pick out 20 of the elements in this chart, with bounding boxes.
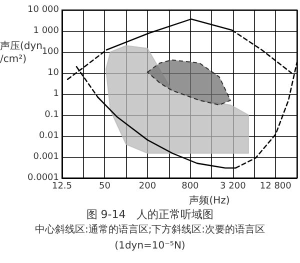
x-tick-label: 12.5 (52, 182, 72, 192)
x-axis-title: 声频(Hz) (189, 194, 230, 206)
y-tick-label: 0.01 (38, 131, 59, 141)
text: (1dyn=10⁻⁵N) (114, 240, 186, 252)
y-tick-label: 1 (53, 89, 59, 99)
text: 图 9-14 人的正常听域图 (86, 208, 214, 221)
x-tick-label: 800 (182, 182, 200, 192)
x-tick-label: 3 200 (220, 182, 246, 192)
x-tick-label: 50 (99, 182, 111, 192)
x-tick-label: 200 (138, 182, 156, 192)
y-tick-label: 0.1 (44, 110, 59, 120)
y-tick-label: 0.001 (33, 152, 59, 162)
y-tick-label: 1 000 (33, 26, 60, 36)
x-tick-label: 12 800 (260, 182, 292, 192)
y-axis-title: 声压(dyn/cm²) (0, 40, 43, 65)
text: 中心斜线区:通常的语言区;下方斜线区:次要的语言区 (34, 224, 266, 236)
y-tick-label: 0.0001 (28, 173, 59, 183)
y-tick-label: 100 (42, 47, 60, 57)
y-tick-label: 10 (48, 68, 60, 78)
y-tick-label: 10 000 (28, 5, 60, 15)
